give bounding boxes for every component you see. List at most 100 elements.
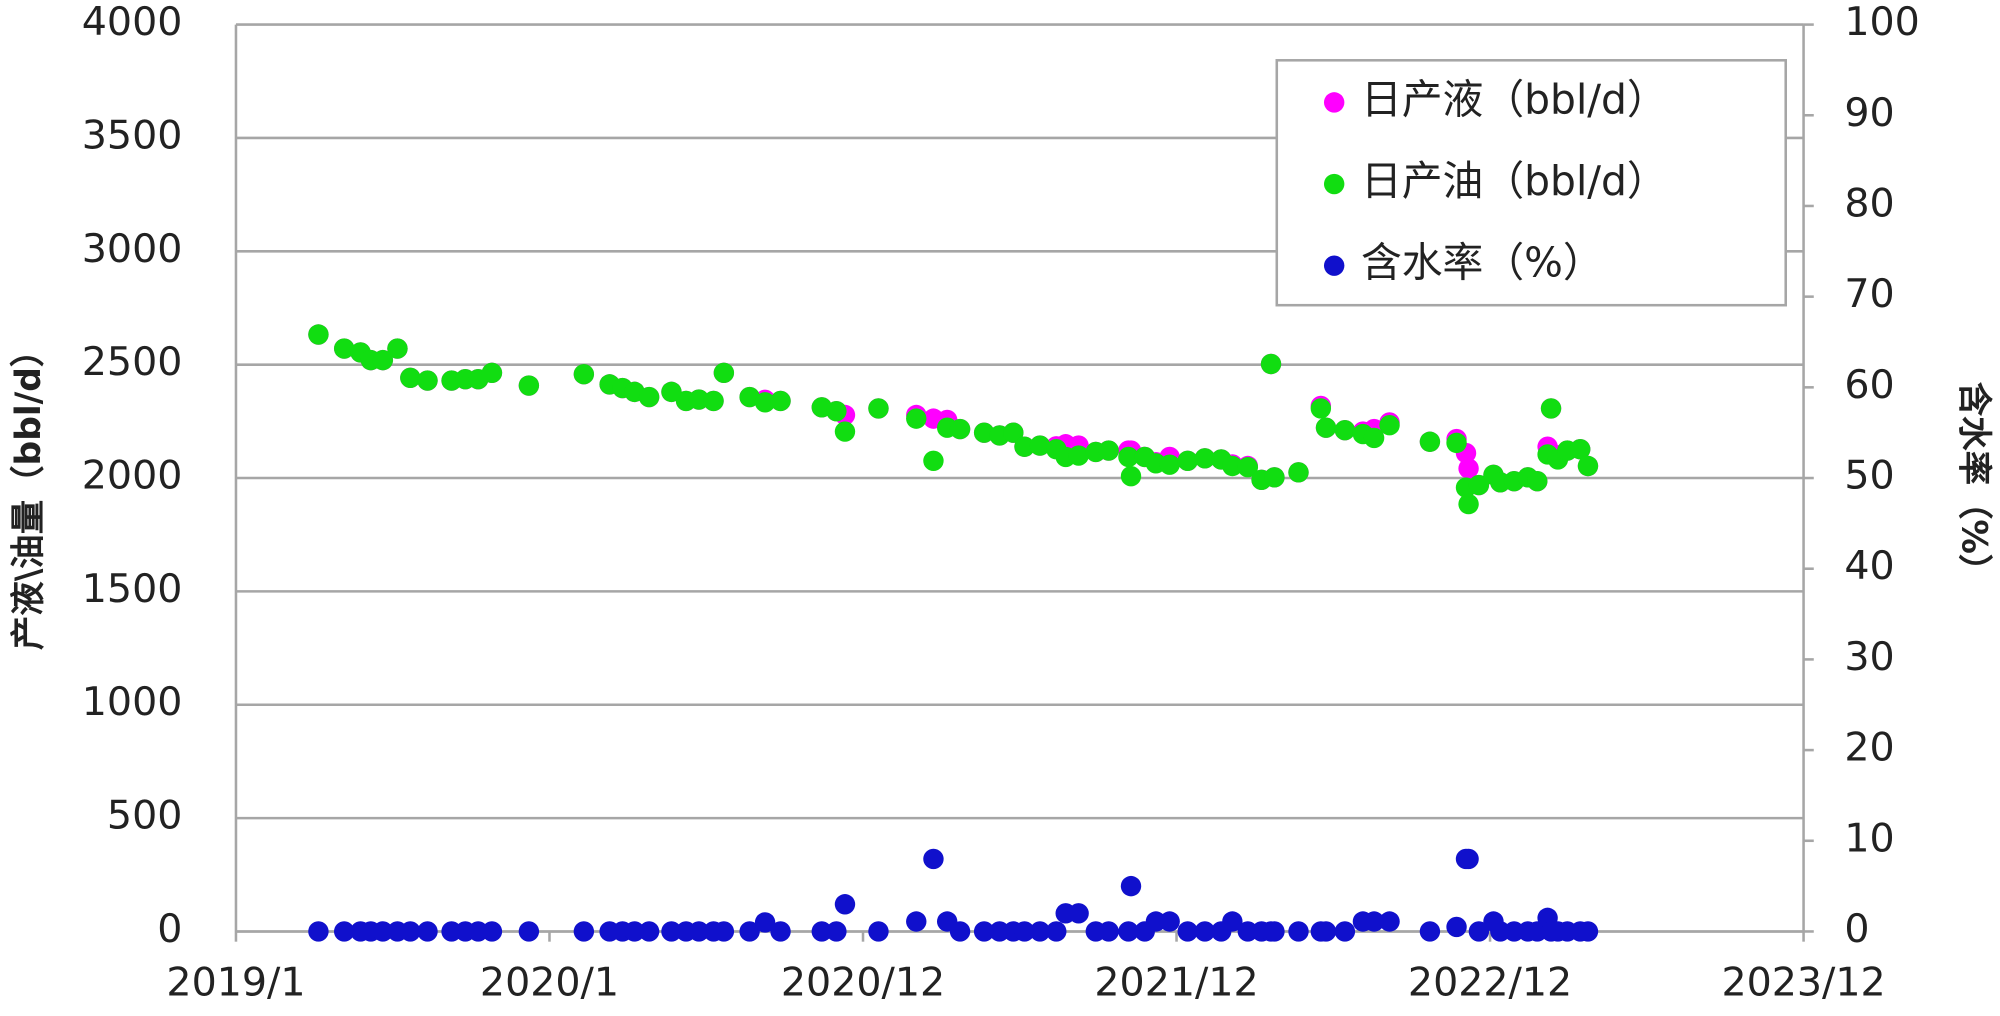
y2-tick-label: 20 bbox=[1844, 725, 1894, 771]
y-tick-label: 1000 bbox=[82, 679, 183, 725]
data-point bbox=[1468, 474, 1490, 496]
data-point bbox=[770, 921, 791, 942]
data-point bbox=[400, 921, 421, 942]
data-point bbox=[1310, 398, 1332, 419]
data-point bbox=[481, 921, 503, 942]
y2-axis-title: 含水率（%） bbox=[1953, 382, 1993, 589]
y-tick-label: 500 bbox=[107, 793, 182, 839]
data-point bbox=[1288, 462, 1309, 483]
y2-tick-label: 10 bbox=[1844, 815, 1894, 861]
data-point bbox=[834, 421, 856, 442]
data-point bbox=[387, 338, 408, 359]
data-point bbox=[1237, 456, 1259, 478]
data-point bbox=[703, 390, 724, 412]
y2-tick-label: 30 bbox=[1844, 634, 1894, 680]
data-point bbox=[1222, 911, 1243, 932]
data-point bbox=[661, 921, 682, 942]
y2-tick-label: 100 bbox=[1844, 0, 1919, 45]
y2-tick-label: 60 bbox=[1844, 362, 1894, 408]
data-point bbox=[973, 921, 995, 942]
data-point bbox=[1468, 921, 1490, 942]
data-point bbox=[638, 386, 660, 408]
data-point bbox=[308, 324, 329, 345]
data-point bbox=[573, 921, 595, 942]
y-tick-label: 3500 bbox=[82, 112, 183, 158]
y-tick-label: 3000 bbox=[82, 226, 183, 272]
data-point bbox=[308, 921, 329, 942]
data-point bbox=[1458, 848, 1479, 870]
data-point bbox=[739, 386, 760, 408]
data-point bbox=[1120, 875, 1142, 897]
y2-tick-label: 80 bbox=[1844, 180, 1894, 226]
data-point bbox=[1577, 921, 1599, 942]
legend-label: 日产油（bbl/d） bbox=[1361, 157, 1668, 205]
data-point bbox=[1379, 911, 1400, 932]
data-point bbox=[923, 450, 944, 471]
x-tick-label: 2021/12 bbox=[1094, 960, 1258, 1006]
y-tick-label: 0 bbox=[157, 906, 182, 952]
x-tick-label: 2022/12 bbox=[1408, 960, 1572, 1006]
data-point bbox=[1419, 431, 1441, 452]
data-point bbox=[417, 370, 438, 391]
data-point bbox=[906, 911, 927, 932]
data-point bbox=[906, 408, 927, 429]
data-point bbox=[1159, 911, 1180, 932]
data-point bbox=[713, 362, 735, 384]
data-point bbox=[1264, 921, 1285, 942]
data-point bbox=[1098, 440, 1119, 461]
legend-marker bbox=[1323, 92, 1345, 113]
data-point bbox=[372, 921, 394, 942]
data-point bbox=[834, 894, 856, 915]
y2-tick-label: 70 bbox=[1844, 271, 1894, 317]
data-point bbox=[949, 418, 971, 440]
data-point bbox=[770, 390, 791, 412]
data-point bbox=[949, 921, 971, 942]
data-point bbox=[688, 389, 710, 410]
legend-label: 含水率（%） bbox=[1361, 239, 1604, 287]
data-point bbox=[638, 921, 660, 942]
data-point bbox=[826, 400, 847, 422]
data-point bbox=[573, 363, 595, 385]
data-point bbox=[1458, 493, 1479, 515]
y2-tick-label: 50 bbox=[1844, 453, 1894, 499]
data-point bbox=[1363, 911, 1385, 932]
x-tick-label: 2020/12 bbox=[781, 960, 945, 1006]
data-point bbox=[1419, 921, 1441, 942]
data-point bbox=[1120, 466, 1142, 487]
y-axis-title: 产液\油量（bbl/d） bbox=[9, 333, 49, 650]
data-point bbox=[1264, 467, 1285, 488]
data-point bbox=[754, 392, 776, 413]
x-tick-label: 2023/12 bbox=[1721, 960, 1885, 1006]
data-point bbox=[1334, 921, 1356, 942]
data-point bbox=[1288, 921, 1309, 942]
data-point bbox=[1458, 458, 1479, 479]
data-point bbox=[1540, 398, 1562, 419]
y2-tick-label: 40 bbox=[1844, 543, 1894, 589]
y-tick-label: 4000 bbox=[82, 0, 183, 45]
x-tick-label: 2020/1 bbox=[480, 960, 619, 1006]
data-point bbox=[688, 921, 710, 942]
data-point bbox=[333, 921, 355, 942]
data-point bbox=[518, 921, 540, 942]
data-point bbox=[1118, 921, 1139, 942]
data-point bbox=[518, 375, 540, 396]
legend-label: 日产液（bbl/d） bbox=[1361, 75, 1668, 123]
data-point bbox=[1222, 455, 1243, 477]
data-point bbox=[1029, 921, 1051, 942]
y2-tick-label: 90 bbox=[1844, 90, 1894, 136]
data-point bbox=[826, 921, 847, 942]
data-point bbox=[1446, 916, 1467, 938]
data-point bbox=[1315, 417, 1337, 438]
data-point bbox=[1014, 921, 1035, 942]
data-point bbox=[1177, 450, 1198, 471]
data-point bbox=[1118, 446, 1139, 468]
data-point bbox=[400, 367, 421, 389]
data-point bbox=[1068, 903, 1089, 924]
data-point bbox=[1527, 470, 1548, 492]
data-point bbox=[739, 921, 760, 942]
data-point bbox=[372, 349, 394, 371]
data-point bbox=[868, 921, 889, 942]
data-point bbox=[868, 398, 889, 419]
data-point bbox=[481, 362, 503, 384]
